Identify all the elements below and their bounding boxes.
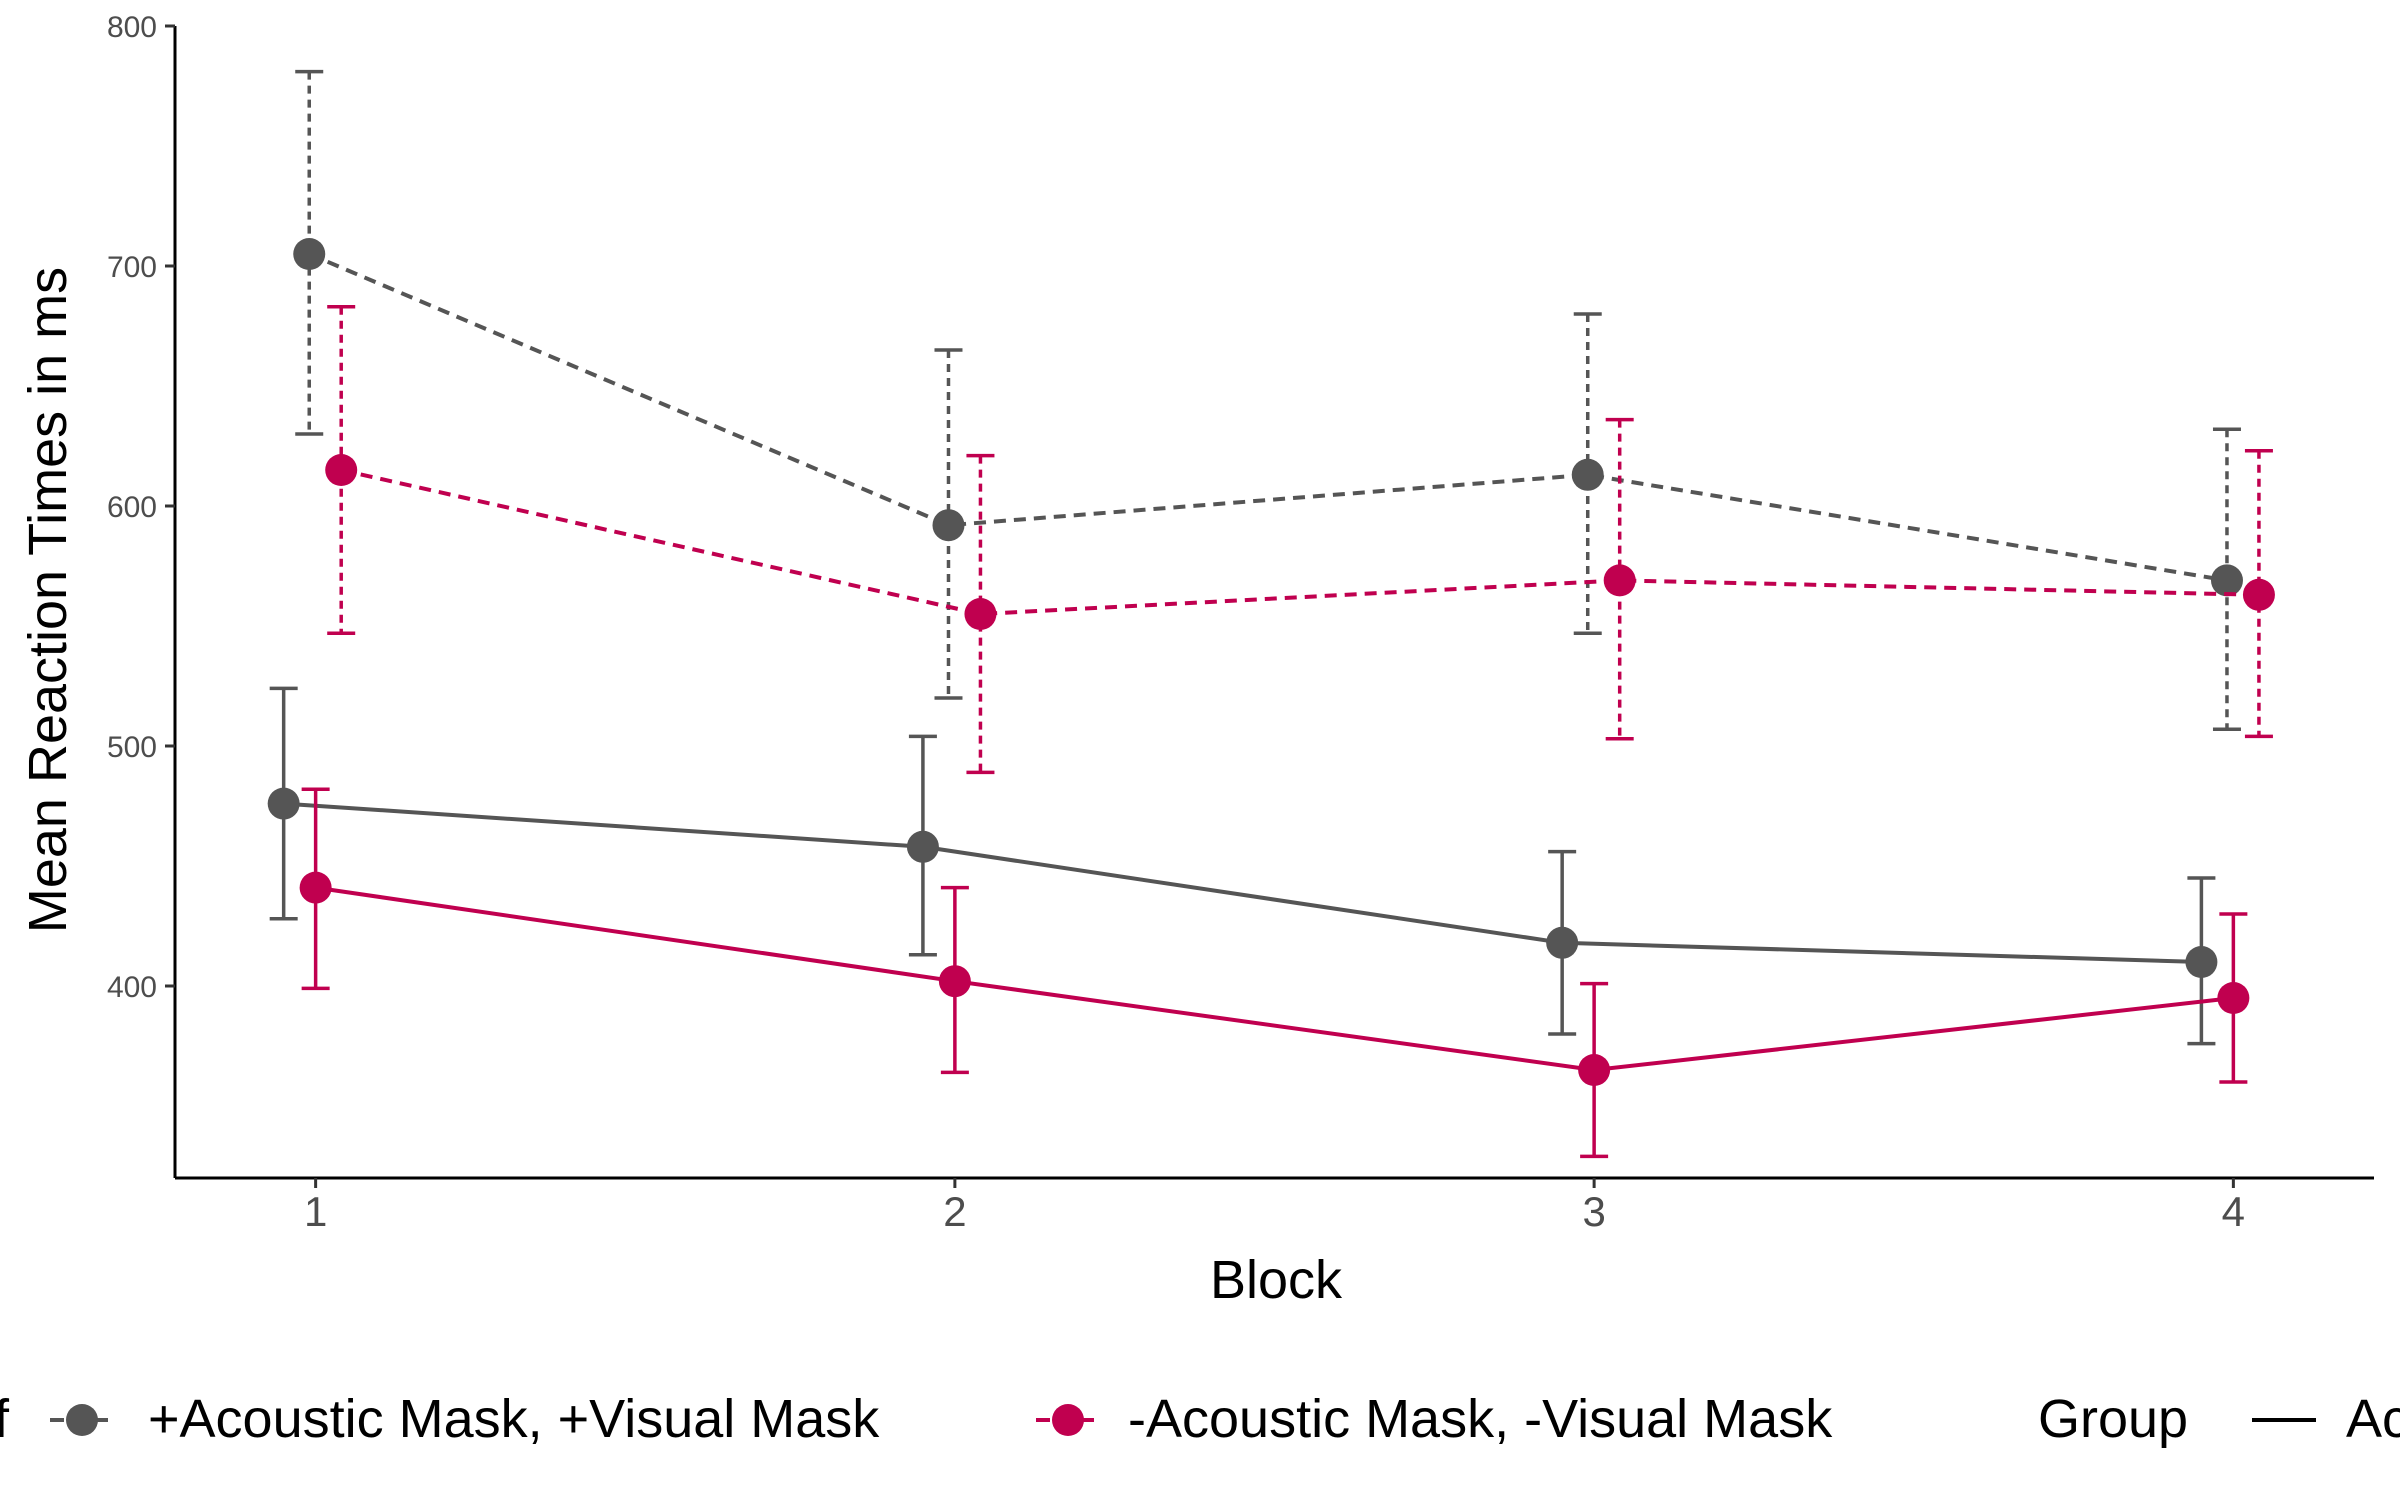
- legend-label: -Acoustic Mask, -Visual Mask: [1128, 1389, 1833, 1449]
- legend-item-plus-masks: +Acoustic Mask, +Visual Mask: [50, 1389, 880, 1449]
- x-axis-title: Block: [1210, 1250, 1343, 1310]
- x-tick-label: 1: [304, 1188, 327, 1235]
- x-tick-label: 4: [2222, 1188, 2245, 1235]
- y-tick-label: 800: [107, 11, 157, 44]
- y-tick-label: 400: [107, 971, 157, 1004]
- legend: f +Acoustic Mask, +Visual Mask -Acoustic…: [0, 1389, 2400, 1449]
- x-tick-label: 3: [1582, 1188, 1605, 1235]
- data-point: [1571, 458, 1604, 491]
- legend-cut-right-text: Ac: [2346, 1389, 2400, 1449]
- data-point: [267, 787, 300, 820]
- series-solid-minus-masks: [299, 787, 2250, 1159]
- series-solid-plus-masks: [267, 686, 2218, 1046]
- legend-key-point: [66, 1404, 98, 1436]
- y-tick-label: 600: [107, 491, 157, 524]
- legend-cut-left-text: f: [0, 1389, 10, 1449]
- data-point: [2185, 946, 2218, 978]
- data-point: [2210, 564, 2243, 597]
- legend-key-point: [1052, 1404, 1084, 1436]
- data-point: [2242, 578, 2275, 611]
- series-layer: [267, 69, 2275, 1159]
- data-point: [2217, 982, 2250, 1014]
- series-line: [283, 801, 2202, 964]
- x-tick-label: 2: [943, 1188, 966, 1235]
- data-point: [938, 965, 971, 998]
- y-axis-title: Mean Reaction Times in ms: [18, 267, 78, 933]
- series-dashed-minus-masks: [325, 305, 2275, 775]
- data-point: [932, 509, 965, 542]
- series-line: [315, 885, 2234, 1073]
- data-point: [325, 454, 358, 486]
- data-point: [1603, 564, 1636, 597]
- data-point: [293, 238, 326, 270]
- y-tick-label: 500: [107, 731, 157, 764]
- data-point: [1546, 926, 1579, 959]
- legend-label: +Acoustic Mask, +Visual Mask: [148, 1389, 880, 1449]
- legend-group-title: Group: [2038, 1389, 2188, 1449]
- data-point: [964, 598, 997, 630]
- series-dashed-plus-masks: [293, 69, 2243, 731]
- data-point: [299, 871, 332, 904]
- data-point: [906, 830, 939, 863]
- series-line: [308, 252, 2228, 583]
- y-tick-label: 700: [107, 251, 157, 284]
- data-point: [1578, 1054, 1611, 1086]
- series-line: [340, 468, 2259, 617]
- legend-item-minus-masks: -Acoustic Mask, -Visual Mask: [1036, 1389, 1833, 1449]
- axes: 400 500 600 700 800 1 2 3 4: [107, 11, 2374, 1235]
